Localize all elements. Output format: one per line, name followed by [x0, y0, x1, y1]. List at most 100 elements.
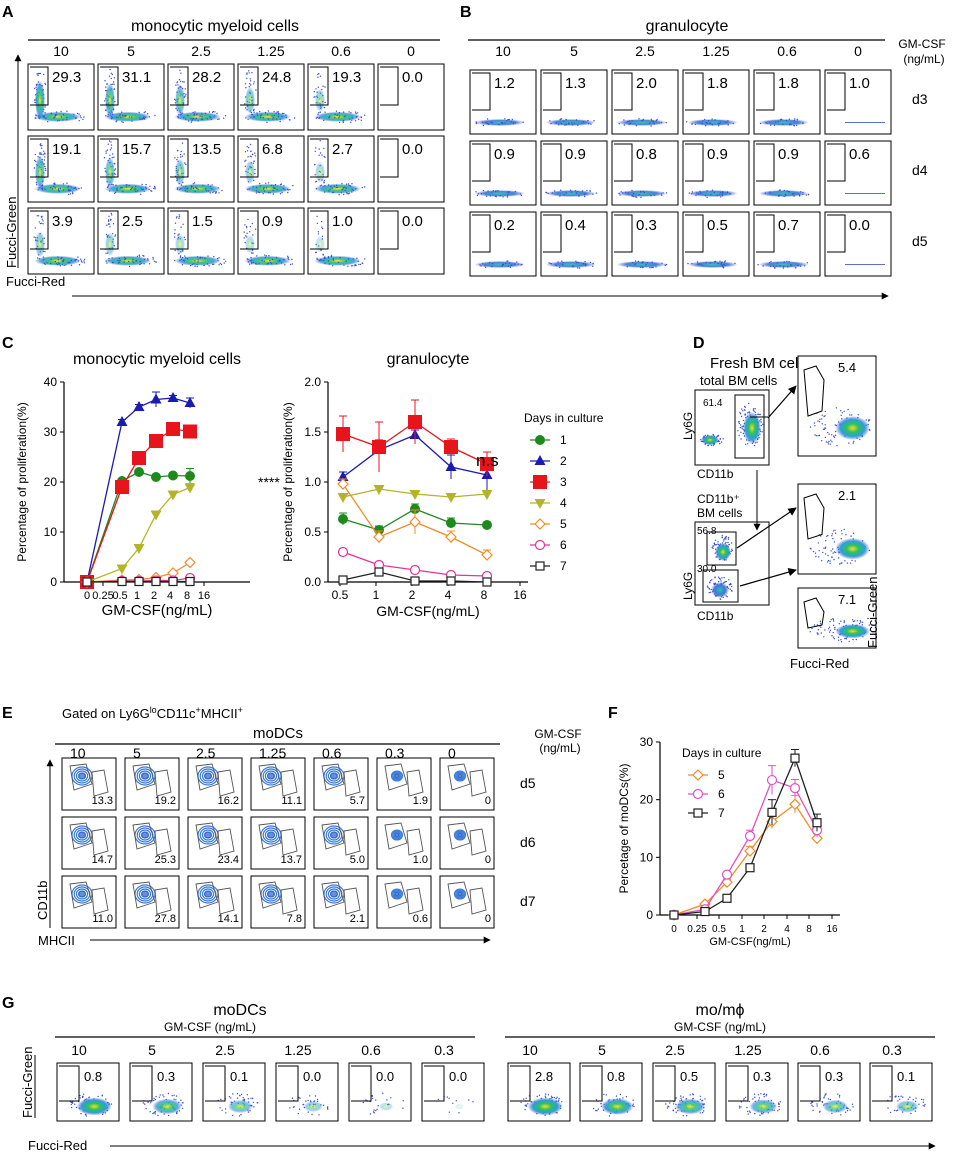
- event-dot: [665, 192, 668, 194]
- event-dot: [762, 423, 764, 425]
- contour-plot: 7.8: [250, 875, 306, 929]
- event-dot: [589, 261, 592, 264]
- event-dot: [44, 250, 46, 253]
- event-dot: [185, 257, 187, 259]
- event-dot: [720, 263, 722, 265]
- event-dot: [204, 188, 207, 190]
- event-dot: [699, 1095, 701, 1098]
- concentration-label: 10: [53, 43, 69, 59]
- event-dot: [582, 121, 585, 123]
- event-dot: [112, 83, 114, 85]
- event-dot: [650, 118, 653, 121]
- legend-title: Days in culture: [524, 411, 604, 425]
- event-dot: [782, 267, 785, 269]
- y-tick-label: 0: [646, 908, 653, 922]
- event-dot: [570, 189, 572, 191]
- event-dot: [832, 530, 835, 532]
- event-dot: [836, 444, 838, 447]
- flow-plot: 0.4: [540, 211, 608, 277]
- significance-annotation: n.s: [476, 451, 499, 470]
- flow-plot: 0.0: [421, 1062, 485, 1122]
- gate-value: 2.0: [636, 75, 657, 92]
- event-dot: [50, 186, 52, 189]
- legend-label: 2: [560, 454, 567, 468]
- event-dot: [335, 110, 338, 112]
- event-dot: [58, 190, 61, 192]
- event-dot: [249, 260, 251, 262]
- event-dot: [116, 120, 118, 122]
- event-dot: [369, 1113, 372, 1115]
- event-dot: [175, 84, 177, 86]
- event-dot: [350, 112, 352, 114]
- legend-label: 1: [560, 433, 567, 447]
- event-dot: [731, 586, 733, 588]
- event-dot: [343, 116, 345, 118]
- event-dot: [506, 194, 509, 196]
- event-dot: [758, 413, 760, 416]
- y-tick-label: 10: [44, 525, 58, 539]
- event-dot: [42, 220, 44, 222]
- event-dot: [106, 149, 109, 151]
- event-dot: [672, 1103, 675, 1105]
- series-7: [338, 567, 492, 587]
- event-dot: [185, 185, 187, 188]
- marker-diamond: [373, 531, 385, 543]
- event-dot: [262, 117, 264, 119]
- event-dot: [502, 196, 504, 198]
- panel-e-title: moDCs: [253, 725, 303, 742]
- concentration-label: 2.5: [215, 1042, 235, 1058]
- gate-left: [132, 881, 156, 909]
- event-dot: [779, 1101, 782, 1103]
- event-dot: [74, 1097, 77, 1100]
- y-axis-label: Percetage of moDCs(%): [617, 763, 631, 893]
- event-dot: [727, 538, 730, 540]
- event-dot: [57, 262, 60, 264]
- event-dot: [252, 252, 254, 254]
- event-dot: [446, 1096, 448, 1098]
- event-dot: [709, 122, 711, 124]
- event-dot: [57, 256, 59, 258]
- flow-plot: 0.1: [869, 1062, 933, 1122]
- panel-a-y-label: Fucci-Green: [4, 196, 19, 268]
- x-tick-label: 4: [784, 924, 790, 935]
- event-dot: [119, 259, 121, 262]
- event-dot: [57, 189, 60, 191]
- event-dot: [669, 1102, 671, 1104]
- event-dot: [356, 257, 358, 259]
- density: [76, 1097, 112, 1116]
- gate: [756, 143, 775, 182]
- event-dot: [834, 434, 837, 436]
- event-dot: [841, 533, 843, 535]
- flow-plot: 13.5: [167, 135, 235, 203]
- event-dot: [765, 1093, 768, 1096]
- panel-d-cd11b-gate-upper: [706, 531, 737, 566]
- event-dot: [200, 118, 203, 120]
- event-dot: [150, 1102, 152, 1104]
- event-dot: [686, 121, 688, 123]
- contour-plot: 25.3: [124, 816, 180, 870]
- event-dot: [77, 260, 80, 262]
- gate: [472, 143, 491, 182]
- event-dot: [225, 1112, 227, 1114]
- event-dot: [764, 192, 767, 194]
- event-dot: [717, 123, 720, 125]
- event-dot: [78, 187, 80, 190]
- contour-core: [394, 833, 400, 837]
- event-dot: [148, 116, 151, 118]
- event-dot: [319, 152, 322, 154]
- event-dot: [271, 115, 273, 117]
- flow-plot: 0.9: [753, 140, 821, 206]
- density-horizontal: [474, 189, 525, 197]
- event-dot: [448, 1111, 450, 1113]
- cloud-horizontal: [626, 260, 668, 269]
- event-dot: [817, 542, 819, 544]
- gate-left: [69, 763, 93, 791]
- marker-triangle-down: [409, 490, 421, 500]
- event-dot: [680, 1095, 682, 1097]
- event-dot: [828, 626, 831, 628]
- marker-circle: [168, 470, 178, 481]
- concentration-label: 1.25: [284, 1042, 311, 1058]
- event-dot: [163, 1096, 165, 1098]
- event-dot: [62, 183, 65, 185]
- event-dot: [828, 433, 830, 435]
